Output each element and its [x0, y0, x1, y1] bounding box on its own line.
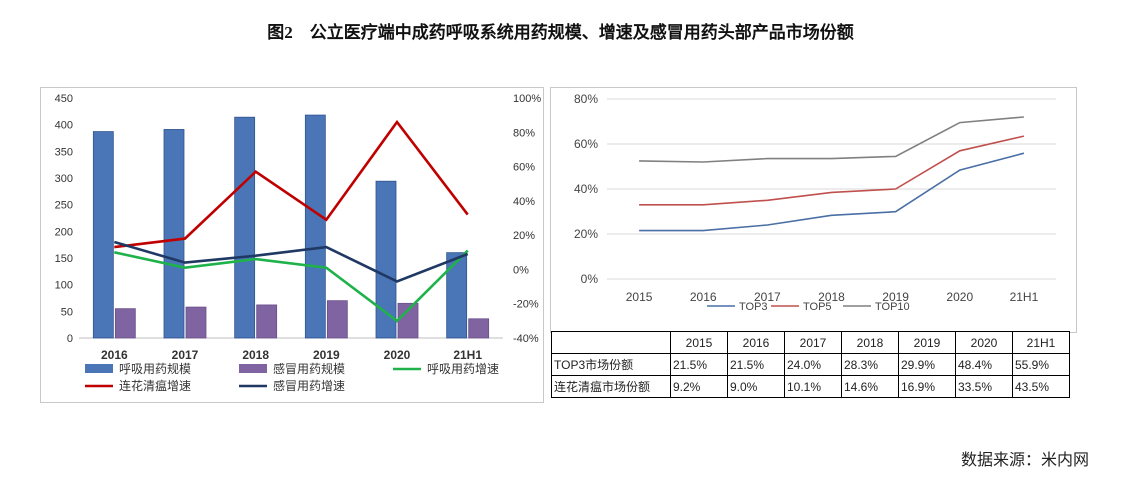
y2-tick-label: -20%: [513, 299, 539, 311]
x-tick-label: 2016: [101, 348, 128, 362]
table-cell: 14.6%: [841, 375, 899, 398]
legend-label: 感冒用药规模: [273, 361, 345, 376]
table-cell: 33.5%: [955, 375, 1013, 398]
legend-label: TOP3: [739, 301, 768, 313]
x-tick-label: 2019: [882, 290, 909, 304]
bar: [256, 304, 278, 339]
legend-label: 感冒用药增速: [273, 378, 345, 393]
y-tick-label: 450: [55, 93, 73, 105]
table-cell: 43.5%: [1012, 375, 1070, 398]
bar: [163, 129, 185, 339]
bar: [114, 308, 136, 339]
y2-tick-label: 20%: [513, 230, 535, 242]
x-tick-label: 2018: [242, 348, 269, 362]
bar: [375, 180, 397, 339]
y-tick-label: 350: [55, 146, 73, 158]
table-corner-cell: [551, 331, 671, 354]
table-cell: 9.0%: [727, 375, 785, 398]
figure-title: 图2 公立医疗端中成药呼吸系统用药规模、增速及感冒用药头部产品市场份额: [267, 23, 854, 42]
legend-label: TOP10: [875, 301, 910, 313]
y2-tick-label: 80%: [513, 127, 535, 139]
legend-label: TOP5: [803, 301, 832, 313]
table-column-header: 2017: [784, 331, 842, 354]
y-tick-label: 60%: [574, 137, 598, 151]
table-cell: 24.0%: [784, 353, 842, 376]
y-tick-label: 0%: [581, 272, 599, 286]
x-tick-label: 2017: [172, 348, 199, 362]
legend-label: 连花清瘟增速: [119, 378, 191, 393]
y2-tick-label: 0%: [513, 264, 529, 276]
x-tick-label: 21H1: [453, 348, 482, 362]
series-line: [113, 240, 469, 283]
series-line: [114, 249, 469, 323]
market-share-chart-panel: 0% 20% 40% 60% 80% 2015 2016 2017 2018 2019 2020 21…: [550, 87, 1077, 333]
legend-label: 呼吸用药增速: [427, 362, 499, 376]
scale-growth-chart-panel: 0 50 100 150 200 250 300 350 400 450 -40% -20% 0% 20%…: [40, 87, 544, 403]
bar: [468, 318, 490, 339]
y2-tick-label: 100%: [513, 93, 541, 105]
y-tick-label: 20%: [574, 227, 598, 241]
table-column-header: 2018: [841, 331, 899, 354]
y-tick-label: 200: [55, 226, 73, 238]
bar: [446, 252, 468, 339]
bar: [92, 131, 114, 339]
y2-tick-label: 60%: [513, 162, 535, 174]
table-column-header: 21H1: [1012, 331, 1070, 354]
table-cell: 21.5%: [727, 353, 785, 376]
table-row: 连花清瘟市场份额 9.2% 9.0% 10.1% 14.6% 16.9% 33.5% 43.5…: [551, 375, 1070, 398]
bar: [185, 306, 207, 339]
x-tick-label: 21H1: [1010, 290, 1039, 304]
scale-growth-chart: 0 50 100 150 200 250 300 350 400 450 -40% -20% 0% 20%…: [55, 93, 542, 393]
y-tick-label: 400: [55, 120, 73, 132]
bar: [326, 300, 348, 339]
y-tick-label: 80%: [574, 92, 598, 106]
table-cell: 9.2%: [670, 375, 728, 398]
y-tick-label: 300: [55, 173, 73, 185]
table-column-header: 2015: [670, 331, 728, 354]
series-line: [639, 135, 1025, 206]
x-tick-label: 2018: [818, 290, 845, 304]
table-cell: 29.9%: [898, 353, 956, 376]
table-cell: 21.5%: [670, 353, 728, 376]
y-tick-label: 150: [55, 253, 73, 265]
table-row-label: TOP3市场份额: [551, 353, 671, 376]
y2-tick-label: 40%: [513, 196, 535, 208]
bar: [234, 116, 256, 339]
table-cell: 48.4%: [955, 353, 1013, 376]
x-tick-label: 2016: [690, 290, 717, 304]
y-tick-label: 100: [55, 280, 73, 292]
table-column-header: 2020: [955, 331, 1013, 354]
x-tick-label: 2015: [626, 290, 653, 304]
series-line: [639, 116, 1024, 163]
x-tick-label: 2020: [946, 290, 973, 304]
y-tick-label: 40%: [574, 182, 598, 196]
table-cell: 10.1%: [784, 375, 842, 398]
table-row: TOP3市场份额 21.5% 21.5% 24.0% 28.3% 29.9% 48.4% 55…: [551, 353, 1070, 376]
table-cell: 55.9%: [1012, 353, 1070, 376]
series-line: [114, 119, 469, 249]
x-tick-label: 2017: [754, 290, 781, 304]
y2-tick-label: -40%: [513, 333, 539, 345]
table-cell: 16.9%: [898, 375, 956, 398]
series-line: [639, 152, 1025, 232]
legend-label: 呼吸用药规模: [119, 361, 191, 376]
table-column-header: 2016: [727, 331, 785, 354]
bar: [304, 114, 326, 339]
table-row-label: 连花清瘟市场份额: [551, 375, 671, 398]
legend-swatch: [239, 364, 267, 373]
table-cell: 28.3%: [841, 353, 899, 376]
market-share-table: 2015 2016 2017 2018 2019 2020 21H1 TOP3市场份额 21.…: [551, 331, 1070, 398]
y-tick-label: 0: [67, 333, 73, 345]
legend-swatch: [85, 364, 113, 373]
data-source-note: 数据来源：米内网: [960, 452, 1089, 469]
table-header-row: 2015 2016 2017 2018 2019 2020 21H1: [551, 331, 1070, 354]
table-column-header: 2019: [898, 331, 956, 354]
x-tick-label: 2019: [313, 348, 340, 362]
market-share-chart: 0% 20% 40% 60% 80% 2015 2016 2017 2018 2019 2020 21…: [574, 92, 1056, 313]
y-tick-label: 250: [55, 200, 73, 212]
x-tick-label: 2020: [384, 348, 411, 362]
y-tick-label: 50: [61, 306, 73, 318]
